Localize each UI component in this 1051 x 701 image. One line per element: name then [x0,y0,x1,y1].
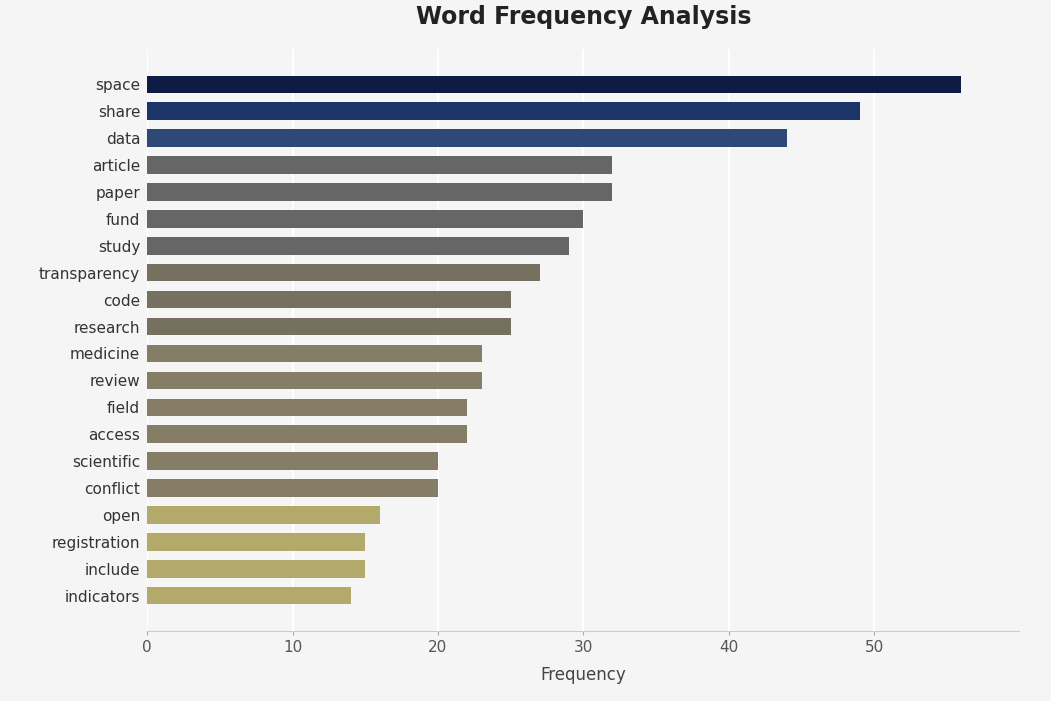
Bar [147,506,379,524]
Bar [147,210,583,228]
Bar [147,183,613,200]
Bar [147,560,366,578]
Bar [147,102,860,120]
Bar [147,76,962,93]
Bar [147,156,613,174]
Bar [147,237,569,254]
Bar [147,399,467,416]
Bar [147,533,366,550]
Bar [147,345,481,362]
Title: Word Frequency Analysis: Word Frequency Analysis [415,5,751,29]
Bar [147,426,467,443]
X-axis label: Frequency: Frequency [540,666,626,684]
Bar [147,452,438,470]
Bar [147,587,351,604]
Bar [147,264,540,281]
Bar [147,130,787,147]
Bar [147,479,438,497]
Bar [147,291,511,308]
Bar [147,318,511,335]
Bar [147,372,481,389]
